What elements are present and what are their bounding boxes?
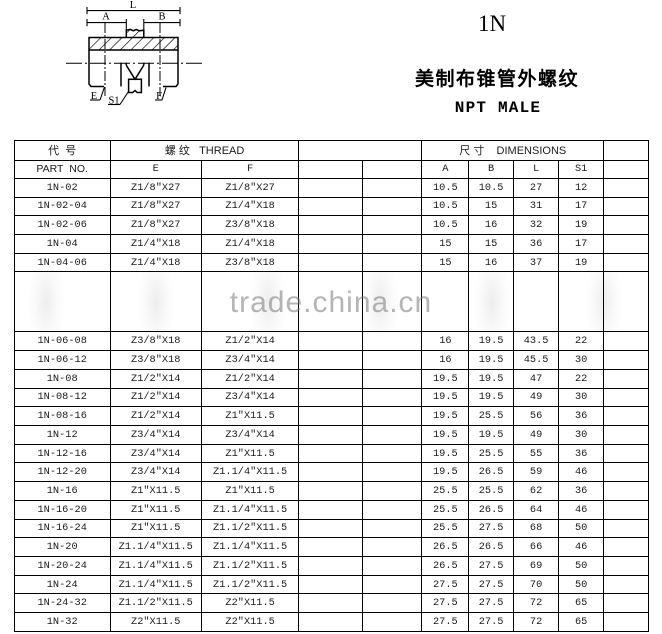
svg-text:S1: S1 [108, 96, 119, 107]
svg-text:美制布锥管外螺纹: 美制布锥管外螺纹 [415, 67, 579, 90]
svg-text:E: E [91, 91, 97, 102]
svg-text:A: A [102, 12, 110, 23]
svg-text:L: L [130, 0, 136, 11]
svg-text:F: F [156, 91, 162, 102]
svg-text:1N: 1N [478, 11, 507, 36]
svg-text:B: B [158, 12, 165, 23]
svg-text:NPT MALE: NPT MALE [455, 99, 541, 117]
